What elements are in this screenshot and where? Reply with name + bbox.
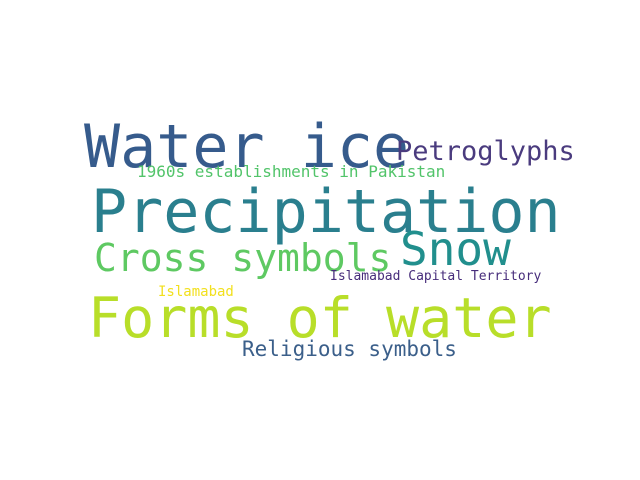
word-water-ice: Water ice (84, 112, 410, 182)
word-petroglyphs: Petroglyphs (396, 136, 575, 167)
word-forms-of-water: Forms of water (88, 286, 552, 350)
word-islamabad: Islamabad (158, 284, 234, 300)
word-snow: Snow (400, 222, 511, 276)
word-cross-symbols: Cross symbols (94, 236, 392, 280)
word-religious-symbols: Religious symbols (242, 337, 457, 361)
word-precipitation: Precipitation (91, 177, 561, 247)
word-1960s-establishments: 1960s establishments in Pakistan (137, 162, 446, 181)
word-islamabad-capital-territory: Islamabad Capital Territory (330, 269, 542, 284)
